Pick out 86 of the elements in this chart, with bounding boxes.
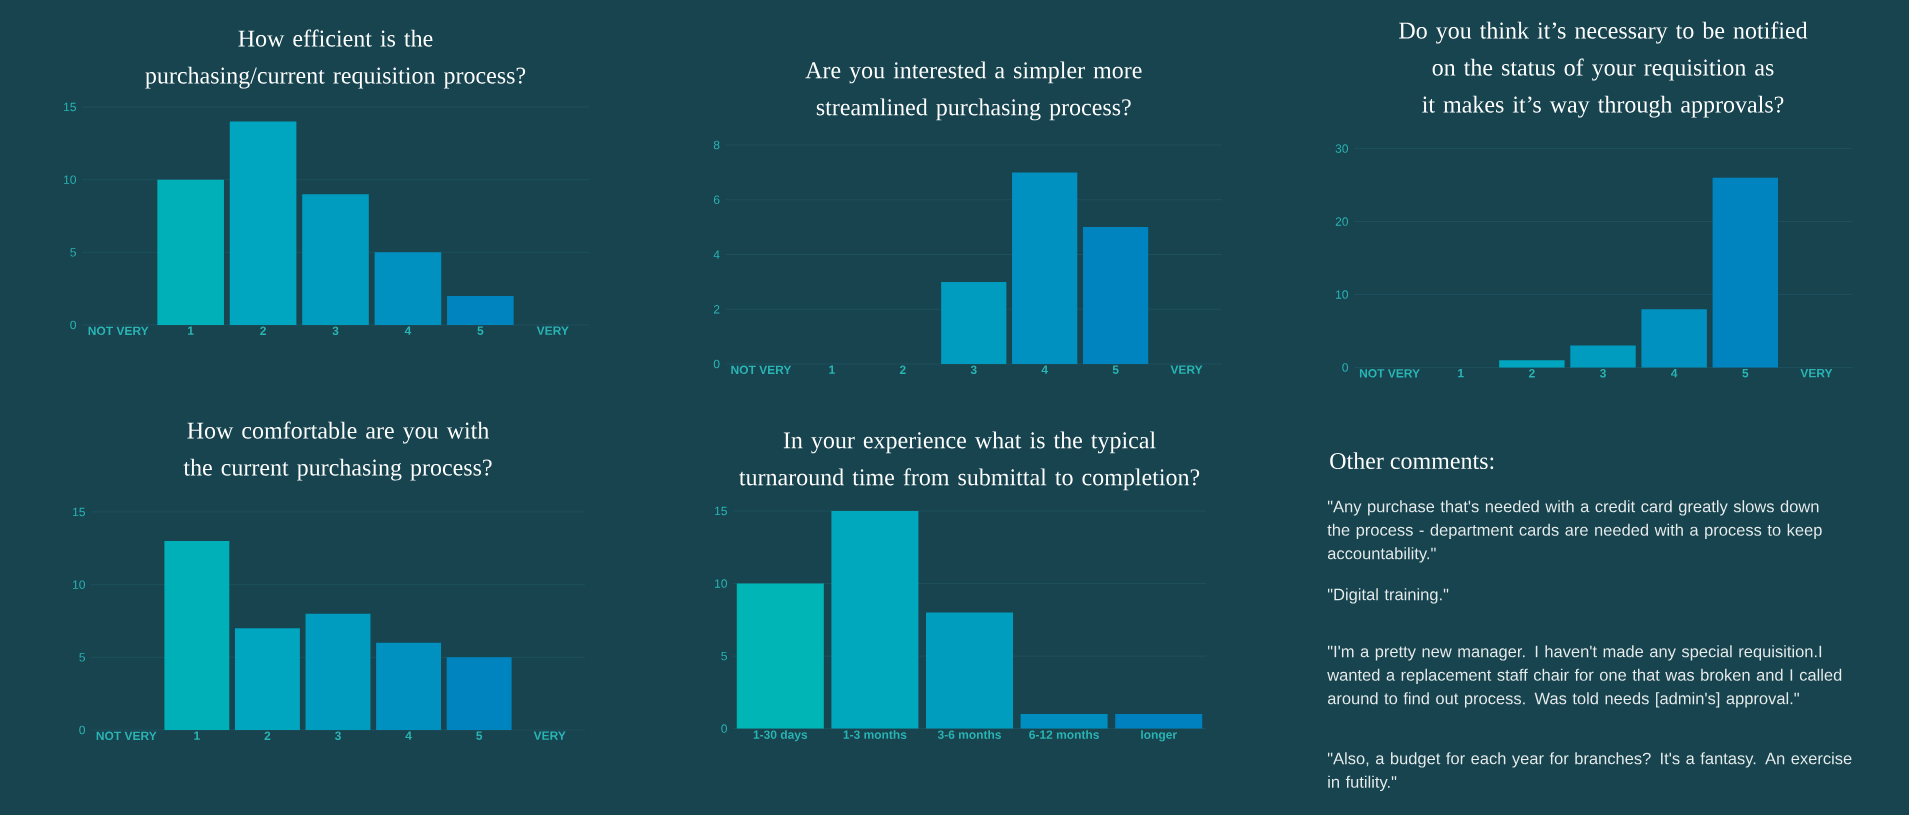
bar xyxy=(1020,714,1108,729)
x-tick-label: 4 xyxy=(1671,369,1678,378)
bar xyxy=(376,642,442,730)
y-tick-label: 0 xyxy=(713,359,720,369)
y-tick-label: 10 xyxy=(64,175,77,184)
text: "Also, a budget for each year for branches? It's a fantasy. An exercise in futility." xyxy=(1327,752,1852,792)
chart-title: Do you think it’s necessary to be notified on the status of your requisition as it makes it’s way through approvals? xyxy=(1399,21,1808,118)
bar xyxy=(305,613,371,730)
bar xyxy=(1012,172,1078,364)
bar xyxy=(447,295,514,325)
bar xyxy=(229,121,297,325)
x-tick-label: NOT VERY xyxy=(731,365,792,375)
x-tick-label: 5 xyxy=(1742,369,1749,378)
x-tick-label: 3 xyxy=(970,365,977,375)
bar xyxy=(157,179,224,325)
y-tick-label: 15 xyxy=(715,506,727,516)
bar xyxy=(831,511,919,729)
x-tick-label: NOT VERY xyxy=(1359,369,1420,378)
text: "Digital training." xyxy=(1327,588,1449,604)
x-tick-label: 2 xyxy=(264,731,271,740)
x-tick-label: 3 xyxy=(332,326,339,336)
y-tick-label: 8 xyxy=(713,140,720,150)
y-tick-label: 15 xyxy=(73,507,85,517)
y-tick-label: 15 xyxy=(64,102,76,112)
bar xyxy=(302,194,369,325)
y-tick-label: 10 xyxy=(73,580,86,589)
y-tick-label: 0 xyxy=(79,725,86,735)
text: "I'm a pretty new manager. I haven't made any special requisition.I wanted a replacement staff chair for one that was broken and I called around to find out process. Was told needs [admin's] approval." xyxy=(1327,645,1842,708)
x-tick-label: 4 xyxy=(405,731,412,740)
x-tick-label: 1 xyxy=(188,326,194,335)
y-tick-label: 20 xyxy=(1335,217,1349,226)
y-tick-label: 5 xyxy=(721,651,727,661)
x-tick-label: 1-3 months xyxy=(843,730,907,739)
y-tick-label: 2 xyxy=(713,305,720,314)
y-tick-label: 4 xyxy=(713,250,720,259)
chart-title: In your experience what is the typical turnaround time from submittal to completion? xyxy=(739,431,1200,491)
x-tick-label: 5 xyxy=(477,326,484,335)
y-tick-label: 0 xyxy=(70,320,77,330)
x-tick-label: 1 xyxy=(194,731,200,740)
bar xyxy=(736,583,824,729)
y-tick-label: 0 xyxy=(1342,363,1349,372)
y-tick-label: 10 xyxy=(715,579,728,588)
x-tick-label: longer xyxy=(1141,730,1177,742)
x-tick-label: 5 xyxy=(476,731,483,740)
x-tick-label: 1-30 days xyxy=(753,730,808,742)
y-tick-label: 5 xyxy=(79,653,85,662)
text: "Any purchase that's needed with a credit card greatly slows down the process - department cards are needed with a process to keep accountability." xyxy=(1327,500,1822,563)
x-tick-label: 1 xyxy=(1458,369,1464,378)
x-tick-label: 4 xyxy=(404,326,412,335)
bar xyxy=(1082,227,1149,364)
chart-title: Are you interested a simpler more streamlined purchasing process? xyxy=(805,61,1142,121)
bar xyxy=(1641,309,1707,368)
x-tick-label: 2 xyxy=(1528,369,1535,378)
x-tick-label: 1 xyxy=(829,365,835,374)
x-tick-label: NOT VERY xyxy=(88,326,149,336)
x-tick-label: 3 xyxy=(334,731,341,741)
bar xyxy=(941,281,1007,364)
bar xyxy=(234,628,300,730)
bar xyxy=(1712,177,1779,368)
x-tick-label: VERY xyxy=(1800,369,1833,378)
y-tick-label: 0 xyxy=(721,724,728,733)
bar xyxy=(164,541,230,730)
x-tick-label: VERY xyxy=(533,731,566,740)
x-tick-label: 4 xyxy=(1041,365,1048,374)
chart-title: How comfortable are you with the current purchasing process? xyxy=(183,421,492,481)
y-tick-label: 10 xyxy=(1336,290,1349,299)
x-tick-label: VERY xyxy=(1170,365,1203,374)
y-tick-label: 5 xyxy=(70,248,76,257)
bar xyxy=(446,657,512,730)
bar xyxy=(1570,345,1636,368)
x-tick-label: NOT VERY xyxy=(96,731,157,741)
y-tick-label: 30 xyxy=(1335,144,1349,153)
bar xyxy=(374,252,442,325)
x-tick-label: 3 xyxy=(1599,369,1606,378)
x-tick-label: 5 xyxy=(1112,365,1119,374)
y-tick-label: 6 xyxy=(713,195,720,204)
chart-title: How efficient is the purchasing/current requisition process? xyxy=(145,29,526,89)
x-tick-label: 3-6 months xyxy=(937,730,1002,739)
x-tick-label: VERY xyxy=(536,326,569,335)
x-tick-label: 2 xyxy=(899,365,906,374)
x-tick-label: 2 xyxy=(260,326,266,335)
bar xyxy=(925,612,1014,729)
bar xyxy=(1499,360,1565,368)
x-tick-label: 6-12 months xyxy=(1029,730,1099,739)
text: Other comments: xyxy=(1330,452,1494,470)
bar xyxy=(1115,714,1203,729)
